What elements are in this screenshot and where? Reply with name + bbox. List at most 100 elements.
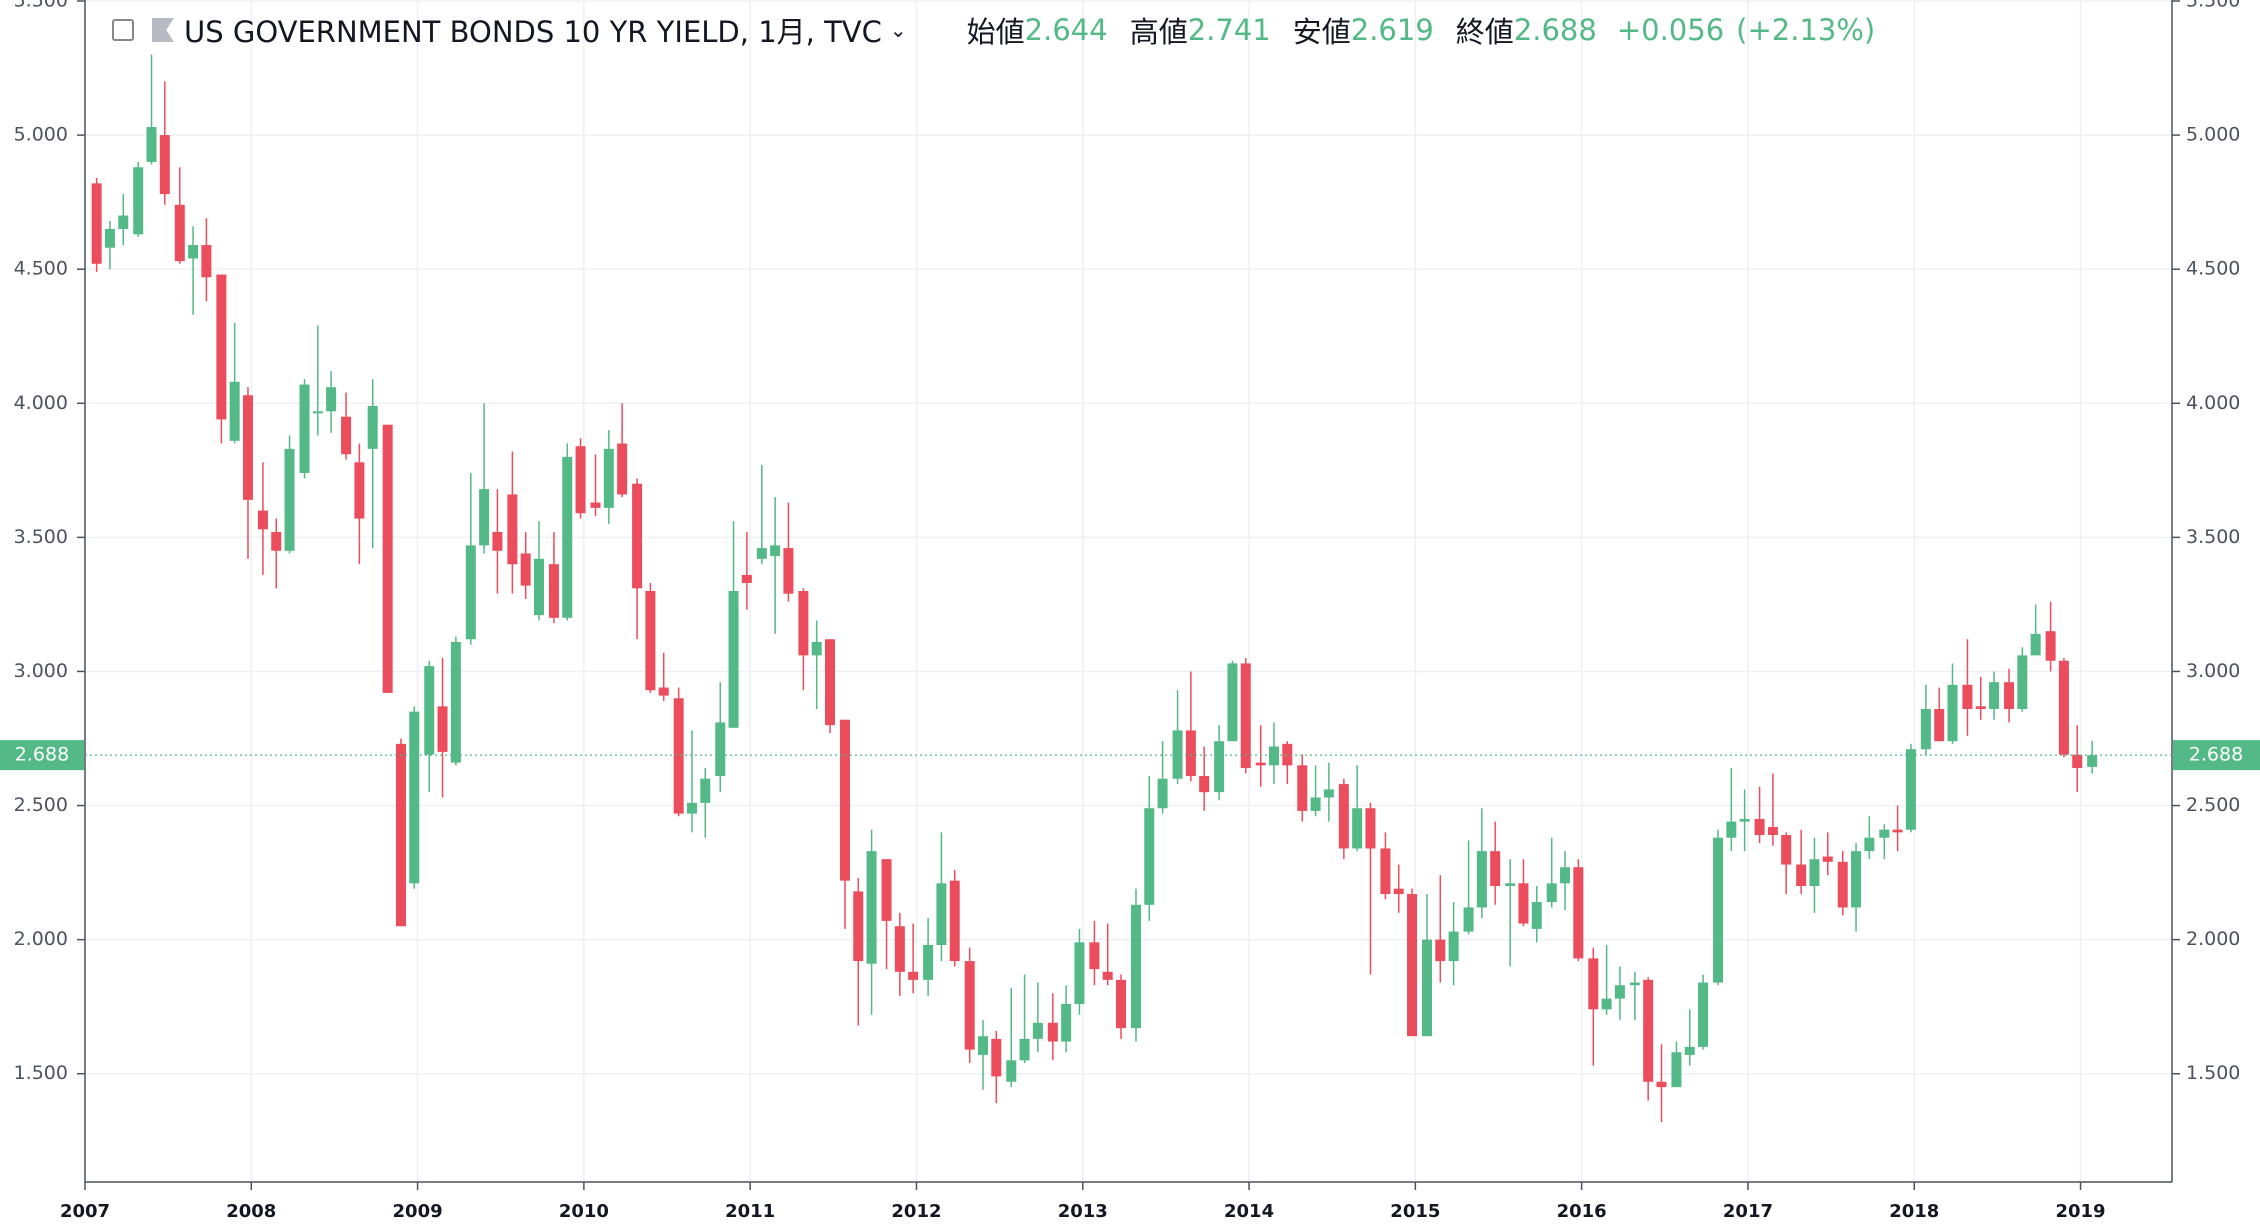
candle-body <box>1102 971 1113 980</box>
candle-body <box>1698 982 1709 1047</box>
candle-body <box>1421 939 1432 1037</box>
candle-body <box>146 127 157 162</box>
x-tick-label: 2009 <box>393 1201 443 1222</box>
candle-body <box>700 778 711 803</box>
candle-body <box>1476 851 1487 908</box>
candle-body <box>1573 867 1584 959</box>
legend-header: US GOVERNMENT BONDS 10 YR YIELD, 1月, TVC… <box>112 8 1875 52</box>
candle-body <box>811 641 822 656</box>
candle-body <box>326 387 337 412</box>
x-tick-label: 2015 <box>1390 1201 1440 1222</box>
candle-body <box>1920 709 1931 750</box>
candle-body <box>1338 784 1349 849</box>
y2-tick-label: 4.000 <box>2186 392 2240 414</box>
y-tick-label: 4.000 <box>14 392 68 414</box>
candle-body <box>1851 851 1862 908</box>
y-tick-label: 3.500 <box>14 526 68 548</box>
candle-body <box>770 545 781 557</box>
candle-body <box>590 502 601 508</box>
candle-body <box>520 553 531 586</box>
y2-tick-label: 3.000 <box>2186 660 2240 682</box>
y2-tick-label: 5.000 <box>2186 124 2240 146</box>
candle-body <box>1879 829 1890 838</box>
chevron[interactable]: ⌄ <box>889 18 907 42</box>
candle-body <box>645 591 656 691</box>
candle-body <box>1380 848 1391 895</box>
change-percent: (+2.13%) <box>1736 13 1876 47</box>
ohlc-label: 始値 <box>966 15 1025 49</box>
candle-body <box>424 666 435 755</box>
candle-body <box>1962 684 1973 709</box>
candle-body <box>1172 730 1183 779</box>
candle-body <box>216 274 227 420</box>
candle-body <box>1505 883 1516 886</box>
candle-body <box>936 883 947 945</box>
candle-body <box>2072 754 2083 768</box>
candle-body <box>1297 765 1308 811</box>
x-tick-label: 2007 <box>60 1201 110 1222</box>
expand-icon[interactable] <box>112 19 134 41</box>
candle-body <box>923 945 934 980</box>
candle-body <box>312 411 323 414</box>
candles <box>91 54 2098 1122</box>
ohlc-value: 2.644 <box>1024 13 1108 47</box>
ohlc-value: 2.741 <box>1187 13 1271 47</box>
candle-body <box>1629 982 1640 986</box>
candle-body <box>1754 818 1765 836</box>
candle-body <box>299 384 310 473</box>
candle-body <box>507 494 518 565</box>
x-tick-label: 2016 <box>1557 1201 1607 1222</box>
x-tick-label: 2014 <box>1224 1201 1274 1222</box>
candle-body <box>1352 808 1363 849</box>
candle-body <box>367 405 378 449</box>
x-tick-label: 2017 <box>1723 1201 1773 1222</box>
candle-body <box>91 183 102 264</box>
flag-icon[interactable] <box>152 18 174 42</box>
candle-body <box>603 448 614 508</box>
candle-body <box>1796 864 1807 886</box>
candle-body <box>174 204 185 262</box>
candle-body <box>673 698 684 814</box>
candle-body <box>354 462 365 519</box>
y2-tick-label: 1.500 <box>2186 1062 2240 1084</box>
candle-body <box>617 443 628 495</box>
y2-tick-label: 2.500 <box>2186 794 2240 816</box>
candle-body <box>1047 1022 1058 1042</box>
candle-body <box>1837 861 1848 908</box>
candle-body <box>991 1038 1002 1077</box>
candle-body <box>1947 684 1958 742</box>
candle-body <box>1656 1081 1667 1088</box>
candle-body <box>1185 730 1196 777</box>
candle-body <box>1781 835 1792 865</box>
candle-body <box>2045 631 2056 661</box>
candle-body <box>2030 633 2041 656</box>
candle-body <box>1255 762 1266 766</box>
candle-body <box>1310 797 1321 811</box>
x-tick-label: 2012 <box>891 1201 941 1222</box>
candle-body <box>1546 883 1557 903</box>
y-tick-label: 2.000 <box>14 928 68 950</box>
candle-body <box>866 851 877 964</box>
ohlc-label: 高値 <box>1129 15 1188 49</box>
symbol-title[interactable]: US GOVERNMENT BONDS 10 YR YIELD, 1月, TVC <box>184 15 882 49</box>
candle-body <box>949 880 960 962</box>
candle-body <box>1614 985 1625 999</box>
x-tick-label: 2011 <box>725 1201 775 1222</box>
candle-body <box>548 564 559 618</box>
candle-body <box>159 135 170 195</box>
candle-body <box>437 706 448 752</box>
candle-body <box>1116 979 1127 1029</box>
candle-body <box>229 381 240 441</box>
candle-body <box>783 548 794 594</box>
candle-body <box>242 395 253 500</box>
candle-body <box>741 574 752 583</box>
candle-body <box>575 446 586 514</box>
x-tick-label: 2018 <box>1889 1201 1939 1222</box>
candle-body <box>853 891 864 962</box>
candle-body <box>1074 942 1085 1004</box>
candle-body <box>1435 939 1446 962</box>
candle-body <box>1199 776 1210 793</box>
y2-tick-label: 2.000 <box>2186 928 2240 950</box>
